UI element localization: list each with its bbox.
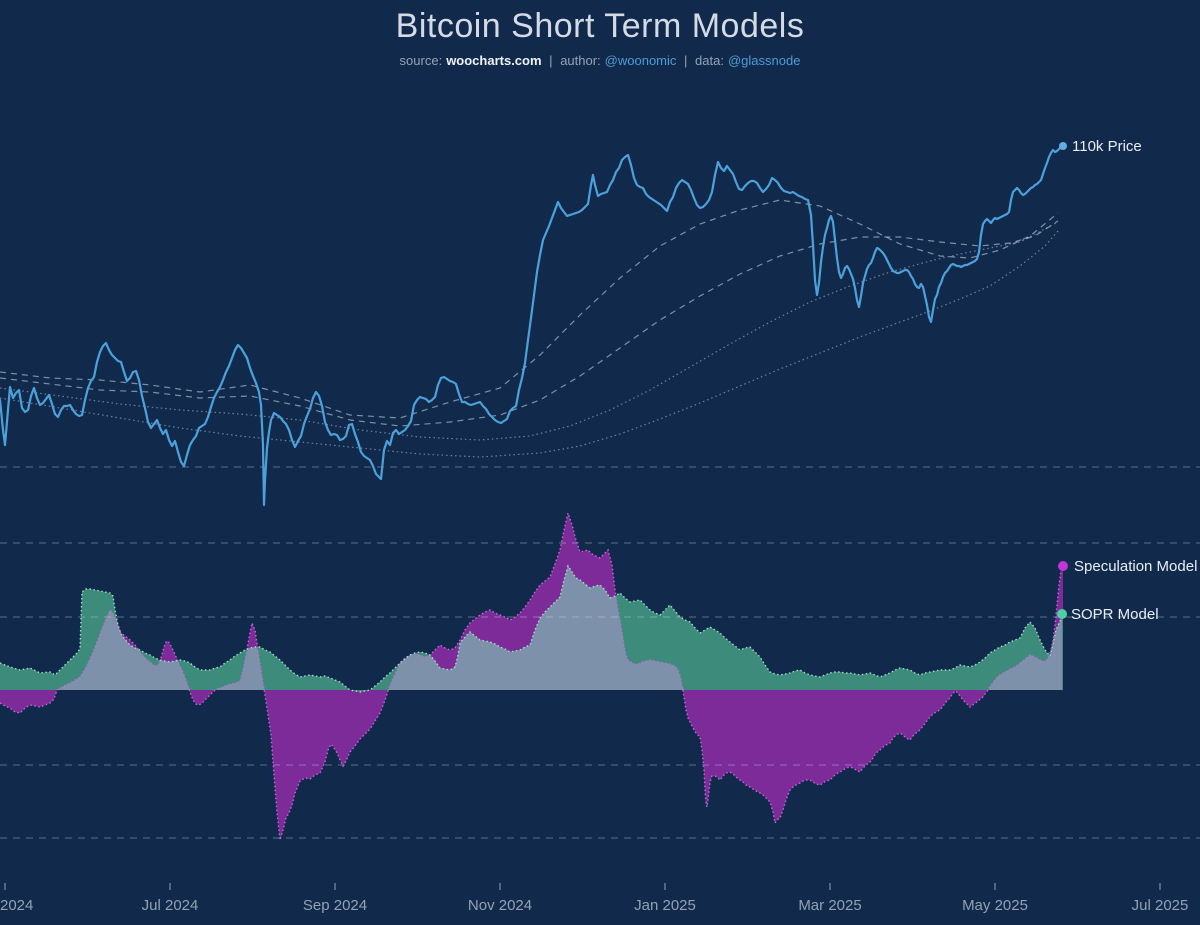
x-tick-label: Sep 2024 [303,897,367,914]
data-link[interactable]: @glassnode [727,52,801,68]
speculation-model-edge [0,510,1064,841]
x-tick-label: May 2025 [962,897,1028,914]
sopr-model-edge [0,564,1064,693]
author-label: author: [560,52,601,68]
models-overlap-area [0,566,1062,690]
source-label: source: [399,52,443,68]
x-tick-label: Jul 2025 [1132,897,1189,914]
x-tick-label: Jan 2025 [634,897,696,914]
price-line [0,144,1065,507]
divider: | [549,52,553,68]
page-title: Bitcoin Short Term Models [395,7,805,45]
x-tick-label: Mar 2025 [798,897,861,914]
divider: | [684,52,688,68]
model-ma-4 [0,230,1059,458]
model-ma-2 [0,220,1059,427]
data-label: data: [695,52,724,68]
price-end-dot [1059,142,1067,150]
model-ma-1 [0,199,1059,419]
sopr-end-label: SOPR Model [1071,606,1159,623]
author-link[interactable]: @woonomic [604,52,677,68]
speculation-end-label: Speculation Model [1074,558,1197,575]
header: Bitcoin Short Term Models source: woochar… [0,6,1200,68]
chart-subtitle: source: woocharts.com | author: @woonomic … [0,53,1200,68]
sopr-end-dot [1057,609,1067,619]
x-tick-label: 2024 [0,897,33,914]
generated-chart-layers: 110k Price Speculation Model SOPR Model 202… [0,138,1200,914]
x-tick-label: Jul 2024 [142,897,199,914]
model-ma-3 [0,221,1059,441]
x-tick-label: Nov 2024 [468,897,532,914]
source-link[interactable]: woocharts.com [446,52,542,68]
sopr-model-area [0,566,1063,692]
price-end-label: 110k Price [1072,138,1142,155]
speculation-end-dot [1058,561,1068,571]
